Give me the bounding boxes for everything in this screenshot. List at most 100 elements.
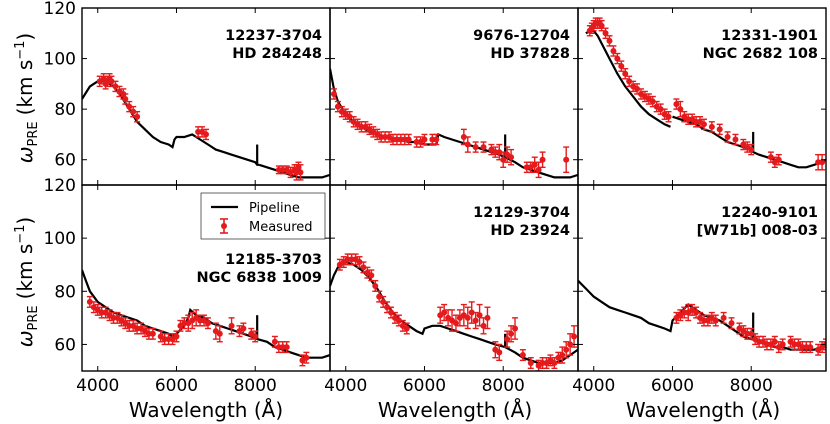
- measured-point: [303, 351, 310, 364]
- measured-point: [748, 143, 755, 156]
- panels: 60 80 100 120 12237-3704 HD 284248 9676-12704 H…: [44, 0, 827, 396]
- measured-point: [108, 75, 115, 88]
- measured-point: [567, 333, 574, 356]
- y-axis-label-top: ωPRE(km s−1): [13, 33, 41, 163]
- measured-point: [500, 151, 507, 169]
- panel-title-line1: 12331-1901: [721, 28, 818, 44]
- measured-point: [421, 133, 428, 146]
- measured-point: [712, 314, 719, 327]
- legend-measured-label: Measured: [249, 220, 313, 235]
- measured-point: [86, 295, 93, 308]
- measured-point: [728, 317, 735, 330]
- measured-point: [614, 52, 621, 65]
- measured-point: [602, 27, 609, 40]
- measured-point: [134, 110, 141, 123]
- y-tick-label: 120: [44, 176, 76, 196]
- x-tick-label: 8000: [234, 376, 277, 396]
- panel-title-line2: NGC 2682 108: [703, 46, 818, 62]
- x-tick-label: 4000: [76, 376, 119, 396]
- measured-point: [297, 164, 304, 181]
- measured-point: [376, 290, 383, 303]
- measured-point: [559, 346, 566, 364]
- measured-point: [563, 146, 570, 174]
- measured-point: [689, 303, 696, 316]
- panel-title-line2: HD 284248: [232, 46, 322, 62]
- measured-point: [149, 327, 156, 340]
- measured-point: [122, 93, 129, 105]
- measured-point: [697, 311, 704, 324]
- measured-point: [472, 311, 479, 330]
- plot-area: [330, 68, 578, 179]
- measured-point: [283, 341, 290, 354]
- x-axis-label-1: Wavelength (Å): [129, 398, 283, 422]
- measured-point: [630, 80, 637, 93]
- panel-5: 4000 6000 8000 12129-3704 HD 23924: [324, 184, 579, 396]
- x-tick-label: 6000: [155, 376, 198, 396]
- measured-point: [157, 330, 164, 343]
- legend-measured-swatch: [220, 218, 228, 234]
- measured-point: [665, 110, 672, 123]
- measured-point: [508, 148, 515, 166]
- measured-point: [433, 133, 440, 146]
- measured-point: [496, 143, 503, 161]
- svg-text:ωPRE(km s−1): ωPRE(km s−1): [13, 217, 41, 347]
- measured-point: [395, 314, 402, 327]
- measured-point: [248, 327, 255, 340]
- x-tick-label: 6000: [651, 376, 694, 396]
- panel-title-line2: HD 37828: [490, 46, 570, 62]
- measured-point: [527, 357, 534, 370]
- plot-area: [585, 17, 826, 171]
- measured-point: [460, 303, 467, 327]
- measured-point: [716, 123, 723, 136]
- pipeline-line-seg-0: [330, 68, 437, 146]
- measured-point: [649, 95, 656, 108]
- legend: Pipeline Measured: [200, 192, 326, 240]
- panel-title-line2: [W71b] 008-03: [697, 223, 818, 239]
- panel-6: 4000 6000 8000 12240-9101 [W71b] 008-03: [572, 184, 827, 396]
- measured-point: [102, 306, 109, 319]
- measured-point: [685, 303, 692, 322]
- svg-text:ωPRE(km s−1): ωPRE(km s−1): [13, 33, 41, 163]
- measured-point: [598, 19, 605, 32]
- y-tick-label: 100: [44, 229, 76, 249]
- y-tick-label: 60: [54, 335, 76, 355]
- measured-point: [484, 306, 491, 330]
- measured-point: [441, 303, 448, 322]
- panel-title-line1: 12129-3704: [473, 205, 570, 221]
- measured-point: [228, 317, 235, 335]
- measured-point: [112, 80, 119, 93]
- measured-point: [464, 306, 471, 330]
- x-tick-label: 4000: [572, 376, 615, 396]
- plot-area: [330, 253, 578, 371]
- panel-3: 12331-1901 NGC 2682 108: [577, 7, 827, 186]
- measured-point: [403, 322, 410, 335]
- measured-point: [618, 60, 625, 72]
- measured-point: [732, 133, 739, 146]
- measured-point: [452, 314, 459, 332]
- measured-point: [508, 325, 515, 343]
- measured-point: [539, 151, 546, 169]
- y-tick-label: 80: [54, 282, 76, 302]
- measured-point: [610, 45, 617, 57]
- measured-point: [126, 100, 133, 113]
- panel-title-line1: 12237-3704: [225, 28, 322, 44]
- pipeline-line-seg-1: [258, 163, 330, 179]
- measured-point: [216, 325, 223, 343]
- measured-point: [815, 343, 822, 356]
- measured-point: [204, 317, 211, 330]
- measured-point: [819, 153, 826, 171]
- y-tick-label: 80: [54, 100, 76, 120]
- panel-title-line2: HD 23924: [490, 223, 570, 239]
- y-axis-label-bottom: ωPRE(km s−1): [13, 217, 41, 347]
- x-tick-label: 4000: [324, 376, 367, 396]
- measured-point: [504, 330, 511, 348]
- pipeline-line-seg-0: [82, 80, 260, 166]
- legend-box: [200, 192, 326, 240]
- measured-point: [203, 128, 209, 141]
- measured-point: [563, 341, 570, 359]
- panel-title-line1: 9676-12704: [473, 28, 570, 44]
- measured-point: [807, 341, 814, 354]
- measured-point: [771, 156, 778, 169]
- plot-area: [82, 73, 330, 181]
